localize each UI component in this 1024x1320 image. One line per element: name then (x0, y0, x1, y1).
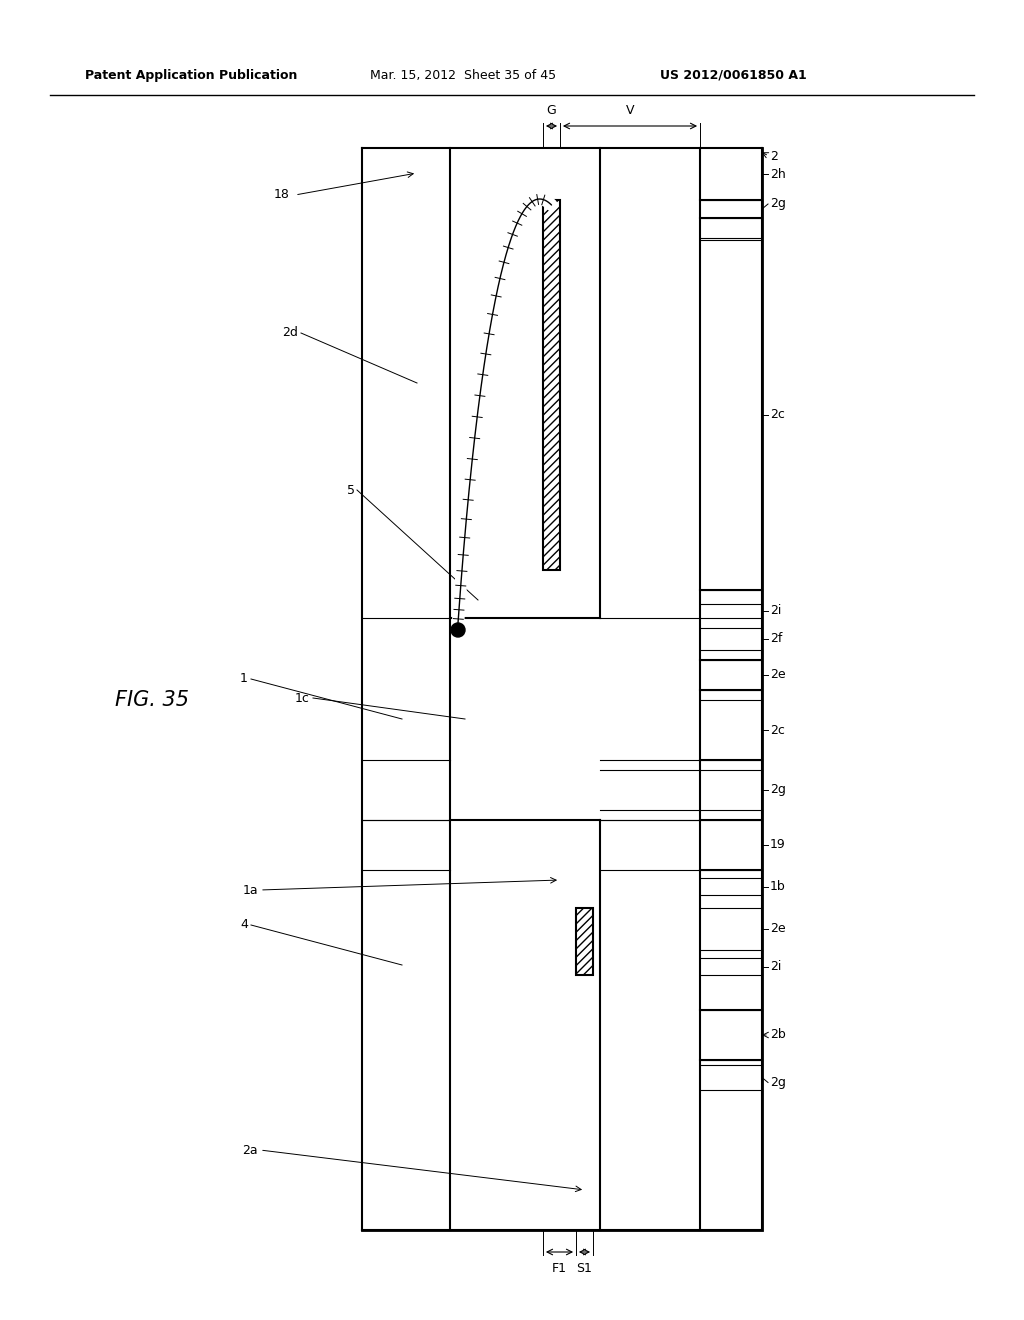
Text: 2c: 2c (770, 723, 784, 737)
Text: 2g: 2g (770, 1076, 785, 1089)
Text: 2g: 2g (770, 784, 785, 796)
Text: V: V (626, 104, 634, 117)
Text: 2i: 2i (770, 960, 781, 973)
Text: 2e: 2e (770, 668, 785, 681)
Bar (600, 148, 700, 618)
Text: 2: 2 (770, 149, 778, 162)
Text: 4: 4 (240, 919, 248, 932)
Text: 1: 1 (240, 672, 248, 685)
Text: G: G (547, 104, 556, 117)
Bar (362, 148, 450, 1230)
Text: US 2012/0061850 A1: US 2012/0061850 A1 (660, 69, 807, 82)
Bar (700, 148, 762, 201)
Text: S1: S1 (577, 1262, 593, 1275)
Text: 1a: 1a (243, 883, 258, 896)
Text: 2c: 2c (770, 408, 784, 421)
Bar (362, 148, 762, 1230)
Circle shape (451, 623, 465, 638)
Bar (450, 820, 600, 1230)
Text: FIG. 35: FIG. 35 (115, 690, 189, 710)
Bar (700, 820, 762, 870)
Bar (700, 148, 762, 1230)
Text: 1c: 1c (295, 692, 310, 705)
Text: 19: 19 (770, 838, 785, 851)
Text: 2h: 2h (770, 168, 785, 181)
Text: 18: 18 (274, 189, 290, 202)
Bar (450, 618, 543, 820)
Text: 2g: 2g (770, 198, 785, 210)
Text: 2d: 2d (283, 326, 298, 339)
Text: 2a: 2a (243, 1143, 258, 1156)
Text: 5: 5 (347, 483, 355, 496)
Bar (543, 201, 560, 570)
Bar (575, 908, 593, 975)
Text: Mar. 15, 2012  Sheet 35 of 45: Mar. 15, 2012 Sheet 35 of 45 (370, 69, 556, 82)
Bar (450, 148, 600, 618)
Bar (600, 820, 700, 1230)
Bar (700, 1010, 762, 1060)
Text: 2e: 2e (770, 923, 785, 936)
Text: Patent Application Publication: Patent Application Publication (85, 69, 297, 82)
Text: F1: F1 (552, 1262, 567, 1275)
Text: 2i: 2i (770, 605, 781, 618)
Bar (450, 618, 600, 820)
Text: 2f: 2f (770, 632, 782, 645)
Text: 1b: 1b (770, 880, 785, 894)
Text: 2b: 2b (770, 1028, 785, 1041)
